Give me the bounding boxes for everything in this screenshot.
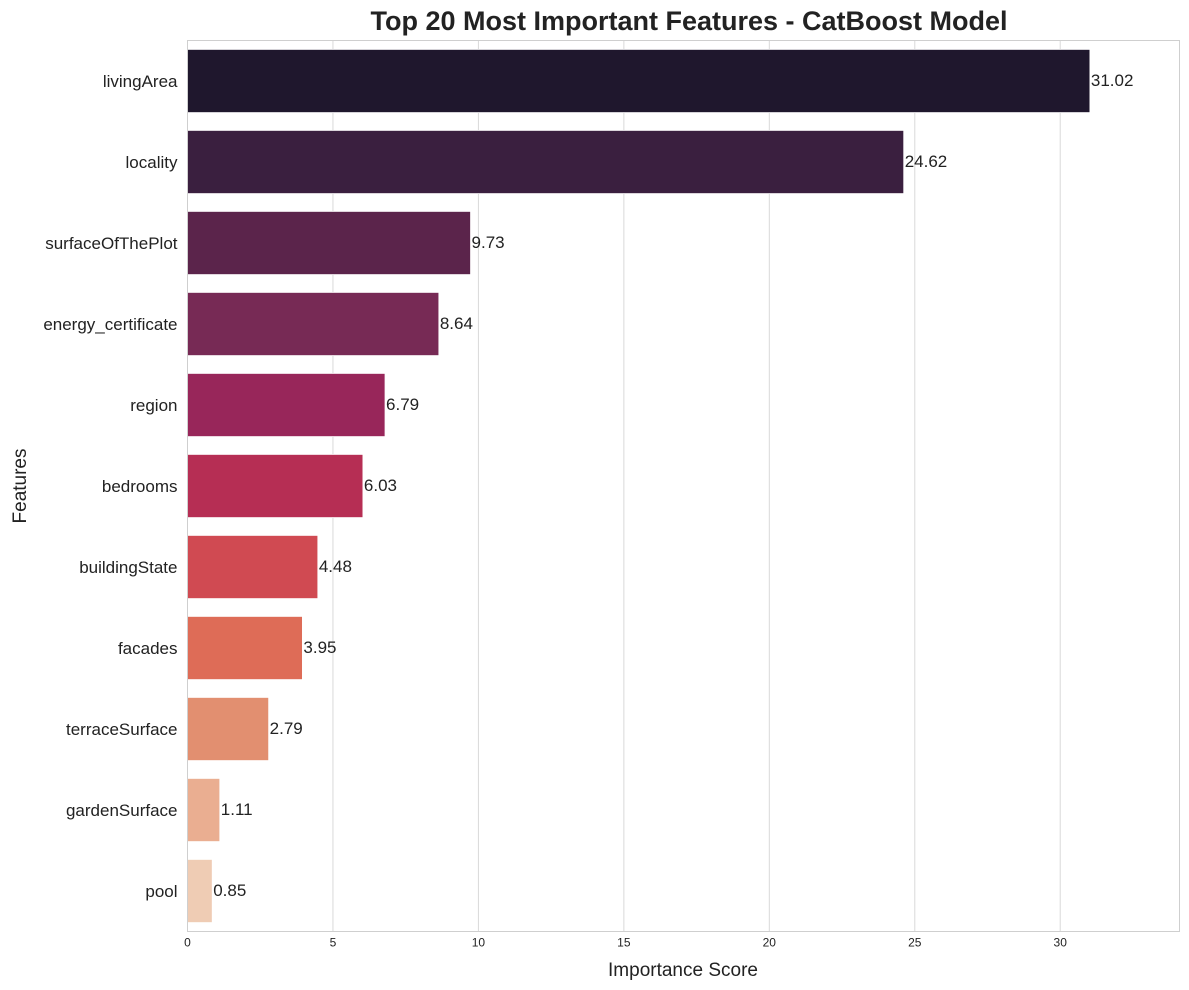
bar — [187, 49, 1091, 113]
y-tick-labels: livingArea locality surfaceOfThePlot energy… — [43, 72, 178, 901]
data-label: 0.85 — [213, 881, 246, 900]
y-tick-label: pool — [145, 882, 177, 901]
y-tick-label: locality — [126, 153, 178, 172]
data-label: 2.79 — [270, 719, 303, 738]
bar — [187, 616, 303, 680]
y-tick-label: surfaceOfThePlot — [45, 234, 178, 253]
y-tick-label: terraceSurface — [66, 720, 178, 739]
y-tick-label: bedrooms — [102, 477, 178, 496]
plot-frame — [187, 40, 1180, 932]
bar — [187, 292, 440, 356]
y-tick-label: livingArea — [103, 72, 178, 91]
data-label: 1.11 — [221, 800, 253, 819]
data-label: 3.95 — [303, 638, 336, 657]
x-tick-labels: 0 5 10 15 20 25 30 — [184, 936, 1067, 950]
bar — [187, 130, 905, 194]
x-tick-label: 20 — [763, 936, 777, 950]
data-label: 6.79 — [386, 395, 419, 414]
chart-title: Top 20 Most Important Features - CatBoos… — [370, 6, 1007, 36]
bar — [187, 454, 364, 518]
x-tick-label: 30 — [1054, 936, 1068, 950]
x-tick-label: 5 — [330, 936, 337, 950]
x-tick-label: 0 — [184, 936, 191, 950]
bar — [187, 697, 270, 761]
data-label: 8.64 — [440, 314, 473, 333]
x-axis-label: Importance Score — [608, 960, 758, 981]
bars — [187, 49, 1091, 923]
bar — [187, 778, 221, 842]
x-tick-label: 15 — [617, 936, 631, 950]
data-label: 24.62 — [905, 152, 948, 171]
bar — [187, 211, 471, 275]
bar — [187, 859, 213, 923]
data-label: 6.03 — [364, 476, 397, 495]
bar — [187, 535, 319, 599]
y-tick-label: buildingState — [79, 558, 177, 577]
x-tick-label: 10 — [472, 936, 486, 950]
y-tick-label: facades — [118, 639, 178, 658]
y-axis-label: Features — [10, 449, 31, 524]
data-label: 4.48 — [319, 557, 352, 576]
bar — [187, 373, 386, 437]
y-tick-label: gardenSurface — [66, 801, 178, 820]
data-label: 9.73 — [472, 233, 505, 252]
y-tick-label: region — [130, 396, 177, 415]
data-labels: 31.02 24.62 9.73 8.64 6.79 6.03 4.48 3.95 2.79 1.… — [213, 71, 1133, 900]
y-tick-label: energy_certificate — [43, 315, 177, 334]
data-label: 31.02 — [1091, 71, 1134, 90]
x-tick-label: 25 — [908, 936, 922, 950]
